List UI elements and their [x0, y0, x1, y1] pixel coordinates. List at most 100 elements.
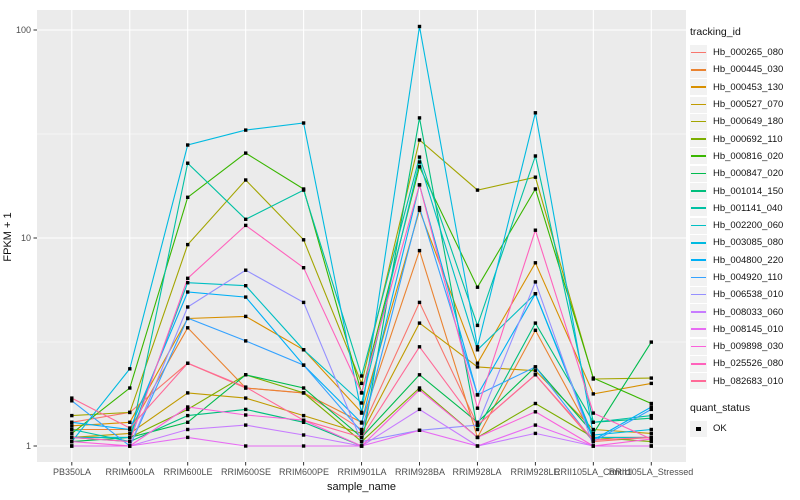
data-point [533, 175, 538, 179]
legend-key [690, 355, 707, 372]
data-point [186, 361, 190, 365]
legend-title-tracking-id: tracking_id [690, 26, 741, 38]
x-tick-label: RRIM600SE [220, 467, 272, 477]
data-point [591, 411, 595, 415]
legend-item: Hb_000692_110 [690, 130, 798, 148]
data-point [533, 365, 538, 369]
data-point [533, 292, 538, 296]
line-swatch-icon [691, 207, 706, 209]
data-point [649, 439, 653, 444]
data-point [417, 208, 422, 212]
legend-item-label: Hb_000692_110 [713, 133, 783, 145]
data-point [649, 413, 653, 418]
legend-item: Hb_000649_180 [690, 113, 798, 130]
line-swatch-icon [691, 190, 706, 192]
legend-item: Hb_008033_060 [690, 303, 798, 321]
data-point [70, 439, 74, 444]
data-point [649, 405, 653, 409]
data-point [244, 407, 248, 412]
x-tick-label: RRII105LA_Stressed [608, 467, 694, 477]
data-point [301, 238, 306, 242]
data-point [359, 430, 364, 434]
line-swatch-icon [691, 362, 706, 365]
line-swatch-icon [691, 138, 706, 140]
data-point [128, 439, 132, 444]
data-point [359, 411, 364, 415]
x-tick-label: RRIM600LA [105, 467, 155, 477]
legend-item: Hb_000453_130 [690, 79, 798, 96]
data-point [244, 295, 248, 299]
legend-item: Hb_082683_010 [690, 373, 798, 390]
data-point [591, 444, 595, 448]
data-point [70, 444, 74, 448]
x-axis-title: sample_name [326, 481, 397, 493]
data-point [475, 323, 480, 328]
data-point [70, 427, 74, 432]
line-swatch-icon [691, 276, 706, 279]
data-point [359, 427, 364, 432]
data-point [70, 431, 74, 436]
data-point [301, 348, 306, 352]
data-point [649, 376, 653, 380]
legend-key [690, 286, 707, 303]
data-point [475, 427, 480, 432]
data-point [417, 165, 422, 169]
legend-item: Hb_000816_020 [690, 148, 798, 165]
legend-item: Hb_001014_150 [690, 182, 798, 200]
data-point [70, 435, 74, 440]
data-point [475, 406, 480, 410]
data-point [128, 410, 132, 415]
legend-item-label: Hb_025526_080 [713, 358, 784, 370]
data-point [417, 160, 422, 164]
legend: tracking_id Hb_000265_080 Hb_000445_030 Hb… [690, 26, 798, 437]
legend-key [690, 304, 707, 321]
data-point [186, 405, 190, 409]
data-point [244, 339, 248, 343]
data-point [301, 391, 306, 395]
data-point [475, 285, 480, 289]
data-point [128, 444, 132, 448]
data-point [359, 374, 364, 378]
y-tick-label: 100 [15, 25, 31, 35]
data-point [591, 435, 595, 440]
legend-key [690, 338, 707, 355]
data-point [186, 161, 190, 165]
legend-item-label: Hb_006538_010 [713, 289, 784, 301]
data-point [417, 321, 422, 325]
line-swatch-icon [691, 380, 706, 382]
legend-title-quant-status: quant_status [690, 401, 751, 414]
data-point [70, 396, 74, 400]
data-point [301, 121, 306, 125]
line-swatch-icon [691, 155, 706, 158]
data-point [475, 188, 480, 192]
line-swatch-icon [691, 293, 706, 296]
data-point [301, 444, 306, 448]
legend-key [690, 61, 707, 78]
data-point [186, 242, 190, 247]
legend-item-label: Hb_004800_220 [713, 254, 784, 266]
data-point [533, 423, 538, 427]
data-point [533, 410, 538, 414]
legend-key [690, 269, 707, 286]
x-tick-label: RRIM928LA [452, 467, 502, 477]
data-point [533, 321, 538, 325]
data-point [128, 435, 132, 440]
data-point [533, 373, 538, 377]
data-point [591, 427, 595, 432]
data-point [649, 435, 653, 440]
data-point [533, 261, 538, 265]
data-point [186, 276, 190, 280]
ok-square-marker-icon [696, 426, 701, 432]
data-point [417, 428, 422, 432]
data-point [649, 431, 653, 436]
legend-item: Hb_001141_040 [690, 200, 798, 217]
legend-items: Hb_000265_080 Hb_000445_030 Hb_000453_130 H… [690, 44, 798, 390]
data-point [244, 284, 248, 288]
data-point [244, 423, 248, 427]
data-point [591, 438, 595, 442]
line-swatch-icon [691, 68, 706, 71]
legend-item: Hb_009898_030 [690, 338, 798, 355]
data-point [359, 381, 364, 386]
legend-item: Hb_006538_010 [690, 286, 798, 303]
data-point [591, 376, 595, 380]
